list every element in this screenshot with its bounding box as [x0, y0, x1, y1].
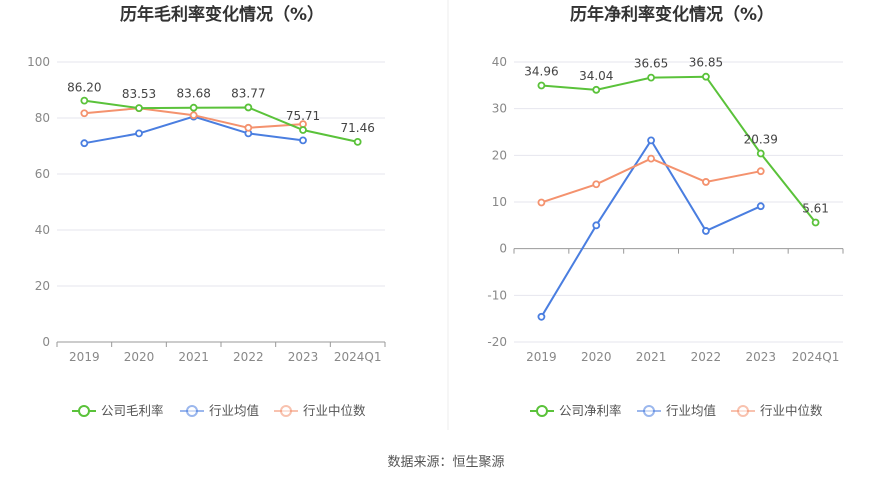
data-point [702, 227, 710, 235]
x-tick-label: 2023 [288, 350, 319, 364]
series-line [84, 99, 358, 143]
net-margin-chart: -20 -10 0 10 20 30 40 2019 2020 2021 2022 2023 2024Q… [487, 55, 844, 418]
data-point [537, 312, 546, 321]
y-tick-label: 40 [492, 55, 507, 69]
y-tick-label: -10 [487, 288, 507, 302]
data-point [537, 198, 546, 207]
x-tick-label: 2023 [745, 350, 776, 364]
data-point [756, 167, 765, 176]
legend-label: 行业中位数 [760, 403, 823, 418]
x-tick-label: 2021 [178, 350, 209, 364]
data-label: 83.68 [176, 87, 210, 101]
data-point [702, 178, 710, 186]
data-label: 20.39 [744, 133, 778, 147]
chart-title-gross-margin: 历年毛利率变化情况（%） [120, 4, 324, 25]
x-tick-label: 2020 [581, 350, 612, 364]
data-point [299, 126, 307, 134]
y-tick-label: 20 [35, 279, 50, 293]
chart-title-net-margin: 历年净利率变化情况（%） [570, 4, 774, 25]
data-label: 5.61 [802, 201, 829, 215]
series-line [541, 75, 817, 224]
x-tick-label: 2022 [691, 350, 722, 364]
legend-marker [78, 405, 90, 417]
data-source-note: 数据来源：恒生聚源 [387, 455, 504, 470]
y-tick-label: 0 [42, 335, 50, 349]
data-point [299, 136, 307, 145]
legend-label: 行业均值 [666, 403, 716, 418]
data-point [647, 73, 655, 82]
x-tick-label: 2024Q1 [334, 350, 382, 364]
data-point [592, 180, 601, 189]
gross-margin-chart: 0 20 40 60 80 100 2019 2020 2021 2022 2023 2024Q1 86… [27, 55, 386, 418]
legend-marker [280, 405, 292, 417]
data-point [80, 96, 89, 105]
data-point [353, 138, 362, 146]
y-tick-label: 30 [492, 102, 507, 116]
data-point [244, 123, 253, 132]
data-point [189, 111, 198, 120]
data-point [647, 136, 655, 145]
data-point [189, 103, 198, 112]
data-point [592, 85, 601, 94]
y-tick-label: 10 [492, 195, 507, 209]
y-tick-label: 60 [35, 167, 50, 181]
legend-label: 公司净利率 [559, 403, 622, 418]
series-line [541, 157, 761, 204]
data-point [811, 218, 820, 227]
data-point [135, 104, 143, 113]
data-label: 71.46 [340, 121, 374, 135]
data-label: 36.65 [634, 57, 668, 71]
legend-marker [643, 405, 655, 417]
data-point [592, 221, 601, 230]
x-tick-label: 2024Q1 [792, 350, 840, 364]
legend-marker [737, 405, 749, 417]
data-point [756, 202, 765, 211]
data-label: 83.77 [231, 86, 265, 100]
x-tick-label: 2022 [233, 350, 264, 364]
legend-label: 行业中位数 [303, 403, 366, 418]
y-tick-label: 100 [27, 55, 50, 69]
y-tick-label: 40 [35, 223, 50, 237]
data-label: 83.53 [122, 87, 156, 101]
x-tick-label: 2021 [636, 350, 667, 364]
data-label: 36.85 [689, 56, 723, 70]
y-tick-label: 20 [492, 148, 507, 162]
x-tick-label: 2019 [526, 350, 557, 364]
data-point [537, 81, 546, 90]
data-point [135, 129, 143, 138]
data-point [244, 103, 253, 112]
series-line [84, 115, 304, 145]
legend-marker [186, 405, 198, 417]
legend-label: 公司毛利率 [101, 403, 164, 418]
data-point [80, 139, 89, 148]
data-point [702, 72, 710, 81]
x-tick-label: 2020 [124, 350, 155, 364]
data-label: 86.20 [67, 81, 101, 95]
y-tick-label: -20 [487, 335, 507, 349]
y-tick-label: 80 [35, 111, 50, 125]
legend-label: 行业均值 [209, 403, 259, 418]
data-point [80, 109, 89, 118]
series-line [540, 138, 762, 318]
data-point [647, 154, 655, 163]
data-label: 34.96 [524, 65, 558, 79]
x-tick-label: 2019 [69, 350, 100, 364]
legend-marker [536, 405, 548, 417]
y-tick-label: 0 [499, 242, 507, 256]
data-label: 75.71 [286, 109, 320, 123]
data-label: 34.04 [579, 69, 613, 83]
data-point [756, 149, 765, 158]
